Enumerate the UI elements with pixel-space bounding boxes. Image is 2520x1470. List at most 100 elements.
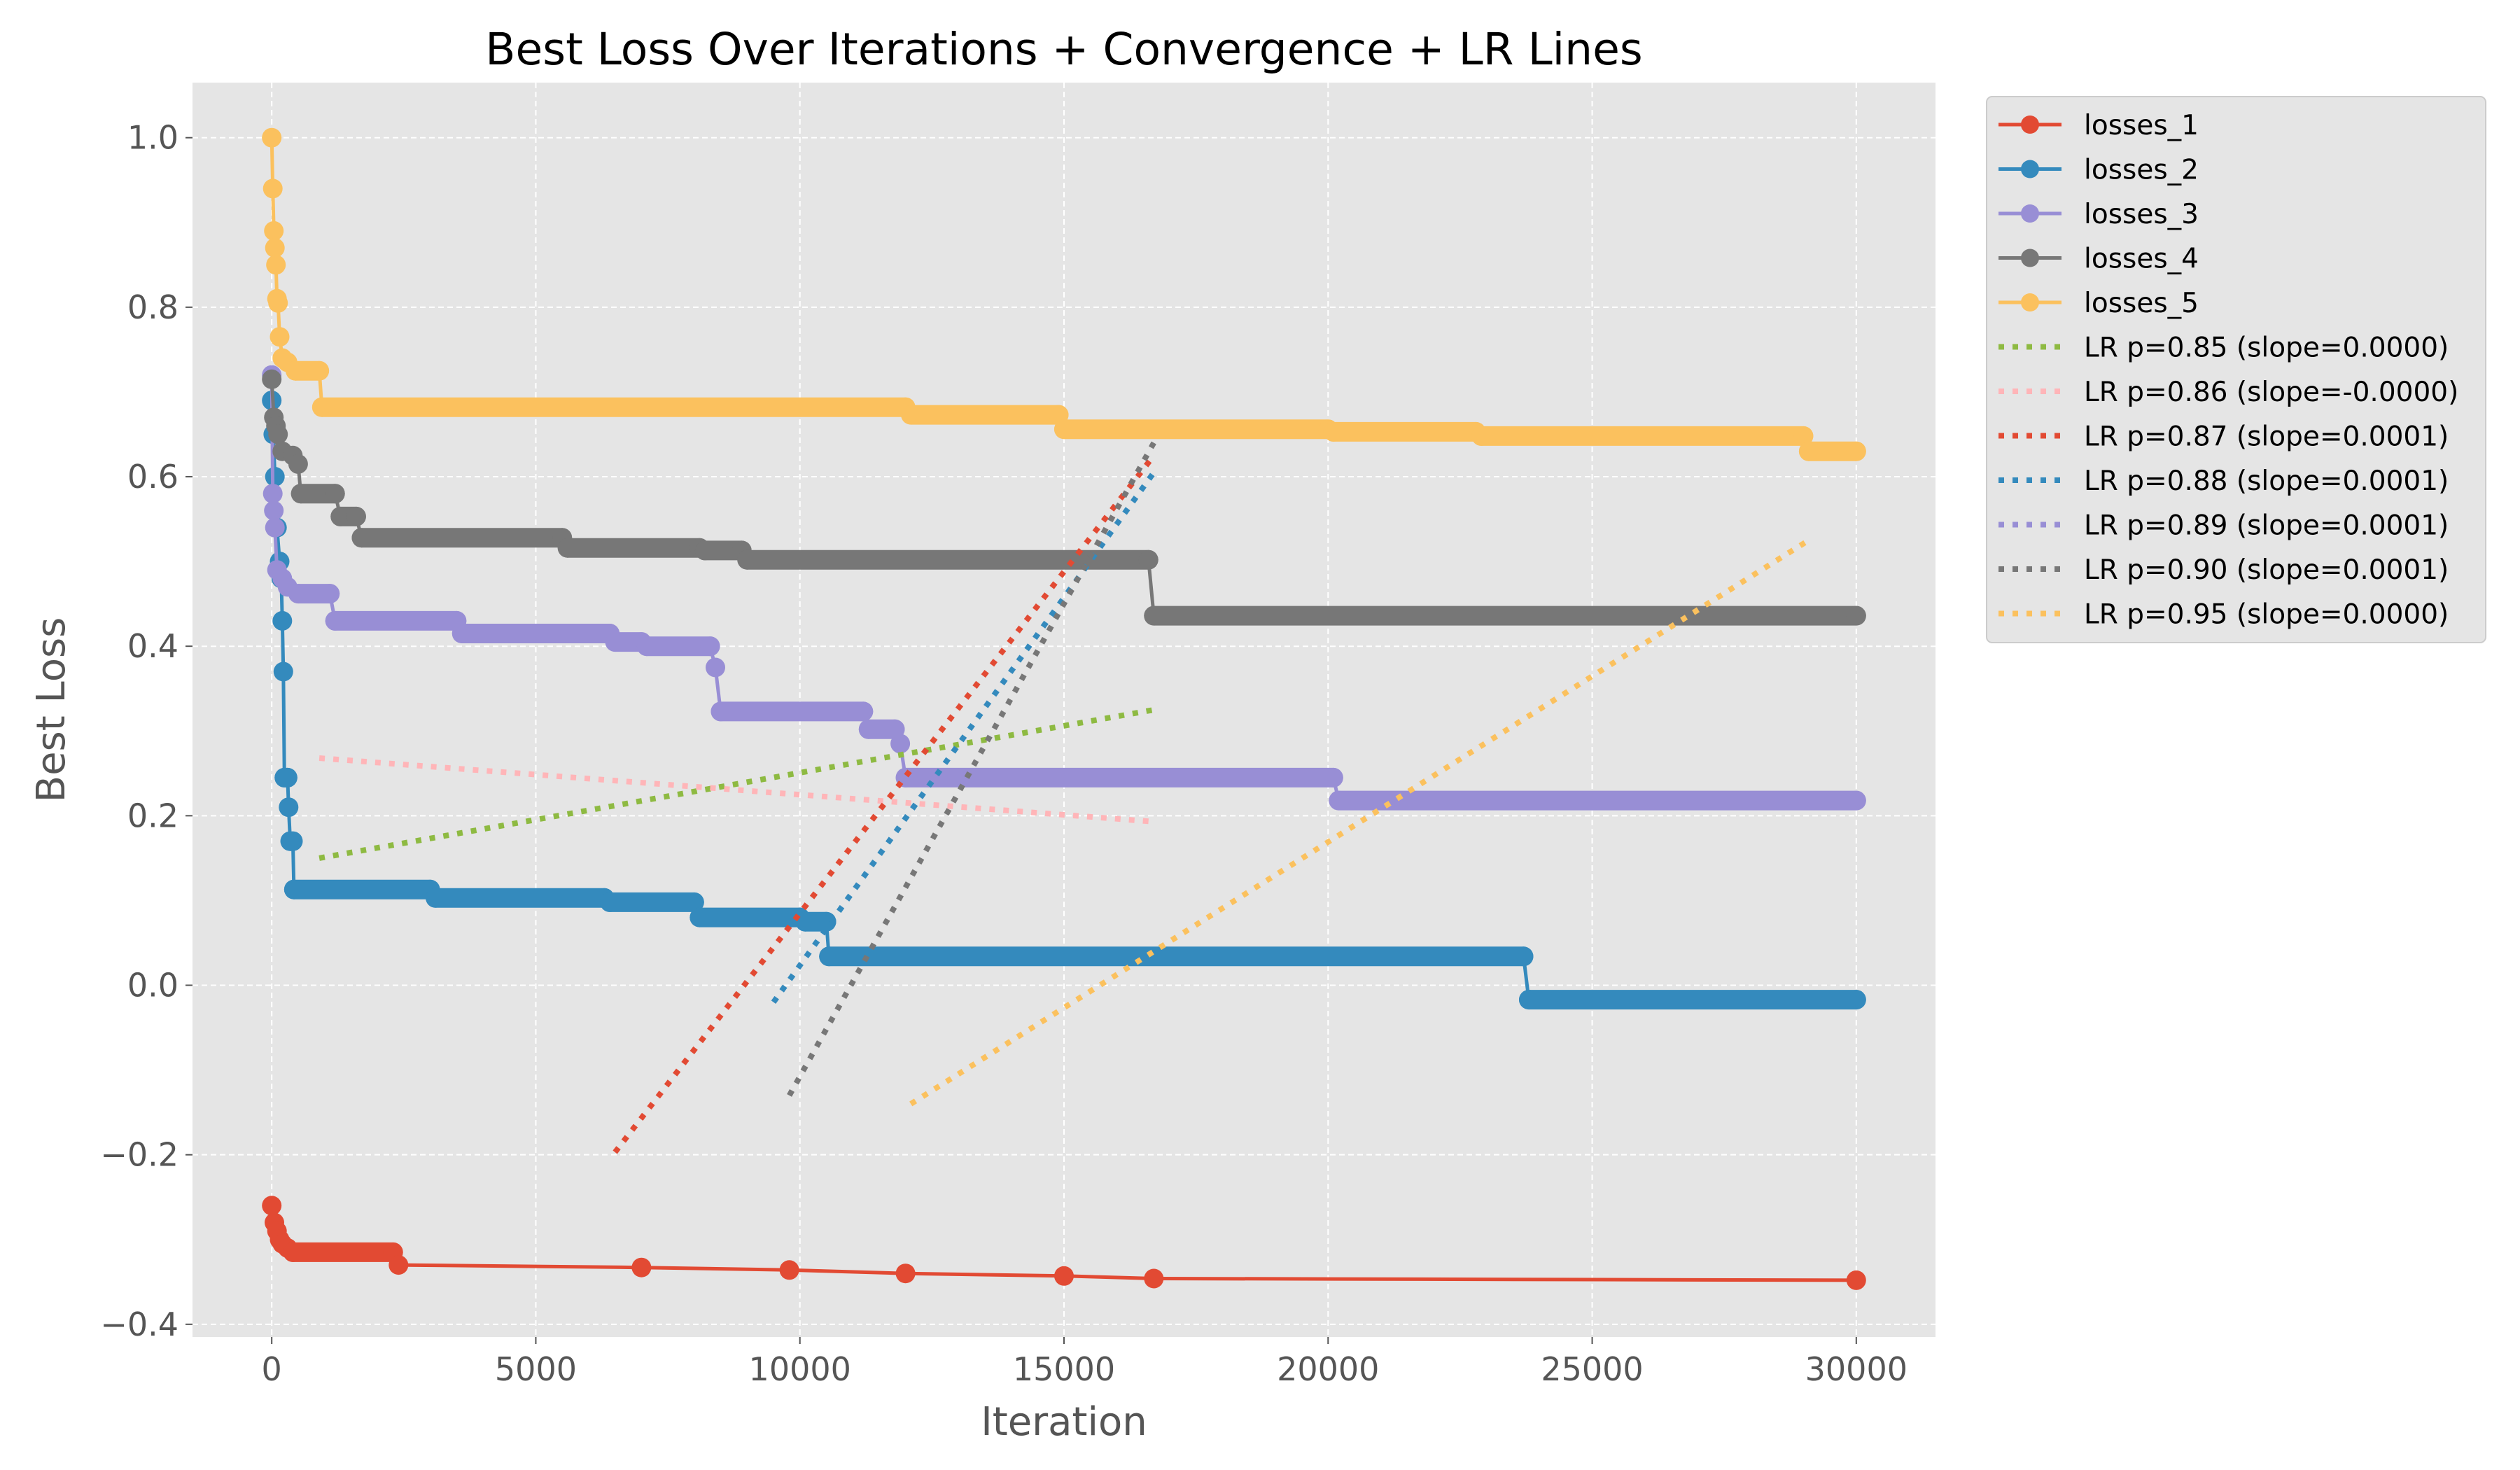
data-point [706, 657, 725, 678]
lr-line [771, 470, 1156, 1004]
x-axis-label: Iteration [981, 1399, 1147, 1445]
legend-box [1986, 96, 2486, 643]
legend: losses_1 losses_2 losses_3 losses_4 losses_5… [1986, 96, 2486, 643]
legend-label: LR p=0.87 (slope=0.0001) [2084, 421, 2449, 453]
data-point [266, 255, 286, 275]
chart-title: Best Loss Over Iterations + Convergence … [485, 24, 1642, 75]
legend-entry: LR p=0.86 (slope=-0.0000) [1998, 377, 2458, 408]
data-point [277, 767, 298, 788]
legend-label: losses_1 [2084, 110, 2199, 141]
legend-swatch-marker [2021, 293, 2039, 312]
data-point [270, 327, 290, 347]
legend-swatch-marker [2021, 160, 2039, 178]
data-point [309, 360, 330, 381]
data-point [816, 911, 836, 932]
legend-label: LR p=0.88 (slope=0.0001) [2084, 465, 2449, 497]
data-point [1323, 767, 1343, 788]
data-point [268, 424, 288, 444]
axis-ticks: 0 5000 10000 15000 20000 25000 30000 1.0 0.8 0.6 0… [100, 119, 1907, 1388]
data-point [262, 1196, 282, 1216]
legend-entry: LR p=0.95 (slope=0.0000) [1998, 599, 2449, 631]
series-layer [262, 127, 1866, 1290]
y-axis-label: Best Loss [29, 617, 74, 803]
data-point [1144, 1268, 1164, 1289]
lr-line-lr-p-0-85-slope-0-0000 [318, 707, 1155, 861]
legend-entry: LR p=0.87 (slope=0.0001) [1998, 421, 2449, 453]
series-losses-1 [262, 1196, 1866, 1290]
y-tick-label: 0.0 [127, 967, 178, 1004]
y-tick-label: −0.2 [100, 1136, 178, 1174]
data-point [1846, 1270, 1866, 1290]
lr-line-lr-p-0-88-slope-0-0001 [771, 470, 1156, 1004]
legend-entry: LR p=0.90 (slope=0.0001) [1998, 554, 2449, 586]
y-tick-label: −0.4 [100, 1306, 178, 1343]
data-point [273, 662, 293, 682]
legend-swatch-marker [2021, 204, 2039, 223]
legend-label: losses_4 [2084, 244, 2199, 275]
series-losses-4 [262, 369, 1866, 626]
data-point [272, 610, 293, 631]
legend-entry: losses_3 [1998, 199, 2199, 230]
data-point [262, 484, 283, 504]
legend-label: losses_3 [2084, 199, 2199, 230]
data-point [1846, 990, 1866, 1010]
legend-entry: losses_4 [1998, 244, 2199, 275]
legend-entry: LR p=0.85 (slope=0.0000) [1998, 332, 2449, 364]
x-tick-label: 0 [262, 1350, 282, 1388]
data-point [631, 1257, 652, 1278]
data-point [853, 701, 874, 722]
legend-entry: LR p=0.88 (slope=0.0001) [1998, 465, 2449, 497]
legend-entry: LR p=0.89 (slope=0.0001) [1998, 510, 2449, 542]
data-point [1054, 1266, 1074, 1286]
data-point [264, 220, 284, 241]
legend-label: LR p=0.89 (slope=0.0001) [2084, 510, 2449, 542]
legend-label: losses_2 [2084, 155, 2199, 186]
y-tick-label: 0.6 [127, 458, 178, 496]
data-point [325, 484, 345, 504]
y-tick-label: 0.2 [127, 797, 178, 834]
lr-line [909, 538, 1811, 1107]
data-point [1846, 790, 1866, 811]
y-tick-label: 1.0 [127, 119, 178, 157]
data-point [684, 892, 704, 912]
data-point [700, 636, 720, 657]
data-point [262, 178, 283, 199]
data-point [1793, 426, 1814, 446]
data-point [1846, 606, 1866, 626]
data-point [346, 506, 366, 526]
legend-label: losses_5 [2084, 288, 2199, 319]
y-tick-label: 0.8 [127, 288, 178, 326]
legend-swatch-marker [2021, 115, 2039, 134]
legend-entry: losses_2 [1998, 155, 2199, 186]
data-point [890, 734, 911, 754]
data-point [320, 584, 340, 604]
x-tick-label: 15000 [1013, 1350, 1115, 1388]
data-point [1846, 441, 1866, 461]
data-point [895, 1264, 916, 1284]
series-losses-2 [262, 391, 1866, 1010]
x-tick-label: 25000 [1541, 1350, 1643, 1388]
data-point [279, 797, 299, 818]
data-point [262, 369, 282, 389]
series-losses-5 [262, 127, 1866, 461]
lr-line [318, 707, 1155, 861]
data-point [1138, 550, 1158, 570]
data-point [264, 500, 284, 521]
data-point [779, 1260, 799, 1280]
legend-swatch-marker [2021, 248, 2039, 267]
data-point [265, 517, 285, 538]
legend-label: LR p=0.86 (slope=-0.0000) [2084, 377, 2458, 408]
y-tick-label: 0.4 [127, 627, 178, 665]
data-point [268, 293, 288, 313]
x-tick-label: 10000 [749, 1350, 851, 1388]
plot-area [192, 83, 1935, 1337]
legend-entry: losses_1 [1998, 110, 2199, 141]
data-point [265, 467, 285, 486]
legend-label: LR p=0.85 (slope=0.0000) [2084, 332, 2449, 364]
x-tick-label: 5000 [495, 1350, 577, 1388]
data-point [1513, 946, 1534, 967]
legend-label: LR p=0.95 (slope=0.0000) [2084, 599, 2449, 631]
series-losses-3 [262, 365, 1866, 811]
data-point [265, 238, 285, 258]
